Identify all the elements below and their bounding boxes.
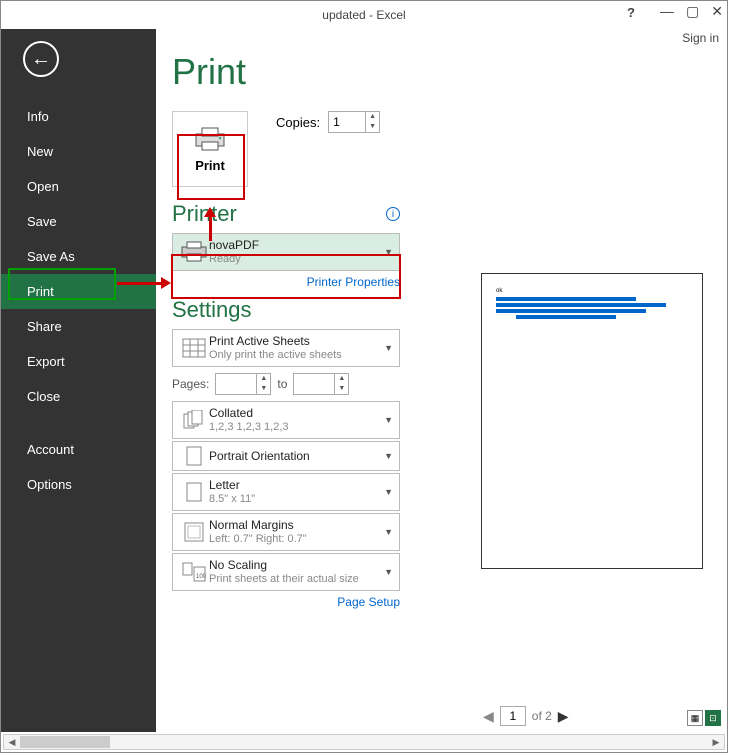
pages-from-spinner[interactable]: ▲▼ (215, 373, 271, 395)
help-icon[interactable]: ? (627, 5, 635, 20)
scroll-right-icon[interactable]: ▶ (708, 735, 724, 749)
back-arrow-icon: ← (31, 48, 51, 71)
sidebar-item-print[interactable]: Print (1, 274, 156, 309)
page-navigator: ◀ of 2 ▶ (483, 706, 569, 726)
print-button[interactable]: Print (172, 111, 248, 187)
sidebar-item-share[interactable]: Share (1, 309, 156, 344)
pages-to-spinner[interactable]: ▲▼ (293, 373, 349, 395)
letter-icon (179, 482, 209, 502)
current-page-input[interactable] (500, 706, 526, 726)
orientation-dropdown[interactable]: Portrait Orientation ▼ (172, 441, 400, 471)
horizontal-scrollbar[interactable]: ◀ ▶ (3, 734, 725, 750)
svg-text:100: 100 (196, 574, 206, 580)
scrollbar-thumb[interactable] (20, 736, 110, 748)
collated-icon (179, 410, 209, 430)
copies-label: Copies: (276, 115, 320, 130)
chevron-down-icon: ▼ (384, 527, 393, 537)
printer-name: novaPDF (209, 238, 384, 252)
printer-properties-link[interactable]: Printer Properties (172, 275, 400, 289)
page-setup-link[interactable]: Page Setup (172, 595, 400, 609)
restore-icon[interactable]: ▢ (686, 3, 699, 20)
sidebar-item-open[interactable]: Open (1, 169, 156, 204)
chevron-down-icon: ▼ (384, 343, 393, 353)
sidebar-item-options[interactable]: Options (1, 467, 156, 502)
backstage-sidebar: ← Info New Open Save Save As Print Share… (1, 29, 156, 732)
pages-label: Pages: (172, 377, 209, 391)
printer-heading: Printer i (172, 201, 400, 227)
paper-dropdown[interactable]: Letter8.5" x 11" ▼ (172, 473, 400, 511)
scaling-icon: 100 (179, 562, 209, 582)
printer-dropdown[interactable]: novaPDF Ready ▼ (172, 233, 400, 271)
chevron-down-icon: ▼ (384, 247, 393, 257)
next-page-icon[interactable]: ▶ (558, 708, 569, 725)
info-icon[interactable]: i (386, 207, 400, 221)
window-controls: — ▢ ✕ (660, 3, 723, 20)
margins-icon (179, 522, 209, 542)
print-preview: ok (431, 53, 706, 673)
preview-page: ok (481, 273, 703, 569)
chevron-up-icon[interactable]: ▲ (366, 112, 379, 122)
portrait-icon (179, 446, 209, 466)
scroll-left-icon[interactable]: ◀ (4, 735, 20, 749)
sidebar-item-export[interactable]: Export (1, 344, 156, 379)
sidebar-item-info[interactable]: Info (1, 99, 156, 134)
sheets-icon (179, 338, 209, 358)
printer-status: Ready (209, 252, 384, 266)
page-count: of 2 (532, 709, 552, 723)
close-icon[interactable]: ✕ (711, 3, 723, 20)
app-window: updated - Excel ? — ▢ ✕ Sign in ← Info N… (0, 0, 728, 753)
sidebar-item-save[interactable]: Save (1, 204, 156, 239)
sidebar-item-new[interactable]: New (1, 134, 156, 169)
sidebar-item-saveas[interactable]: Save As (1, 239, 156, 274)
chevron-down-icon: ▼ (384, 415, 393, 425)
print-button-label: Print (195, 158, 225, 173)
chevron-down-icon: ▼ (384, 451, 393, 461)
collation-dropdown[interactable]: Collated1,2,3 1,2,3 1,2,3 ▼ (172, 401, 400, 439)
printer-icon (193, 126, 227, 152)
pages-from-input[interactable] (216, 374, 256, 394)
titlebar: updated - Excel ? — ▢ ✕ (1, 1, 727, 29)
chevron-down-icon: ▼ (384, 487, 393, 497)
scaling-dropdown[interactable]: 100 No ScalingPrint sheets at their actu… (172, 553, 400, 591)
copies-spinner[interactable]: ▲▼ (328, 111, 380, 133)
chevron-down-icon: ▼ (384, 567, 393, 577)
print-what-dropdown[interactable]: Print Active SheetsOnly print the active… (172, 329, 400, 367)
chevron-down-icon[interactable]: ▼ (366, 122, 379, 132)
prev-page-icon[interactable]: ◀ (483, 708, 494, 725)
sidebar-item-close[interactable]: Close (1, 379, 156, 414)
copies-input[interactable] (329, 112, 365, 132)
back-button[interactable]: ← (23, 41, 59, 77)
printer-device-icon (179, 241, 209, 263)
margins-dropdown[interactable]: Normal MarginsLeft: 0.7" Right: 0.7" ▼ (172, 513, 400, 551)
show-margins-icon[interactable]: ▦ (687, 710, 703, 726)
zoom-to-page-icon[interactable]: ⊡ (705, 710, 721, 726)
pages-to-input[interactable] (294, 374, 334, 394)
window-title: updated - Excel (322, 8, 405, 22)
minimize-icon[interactable]: — (660, 3, 674, 20)
sidebar-item-account[interactable]: Account (1, 432, 156, 467)
